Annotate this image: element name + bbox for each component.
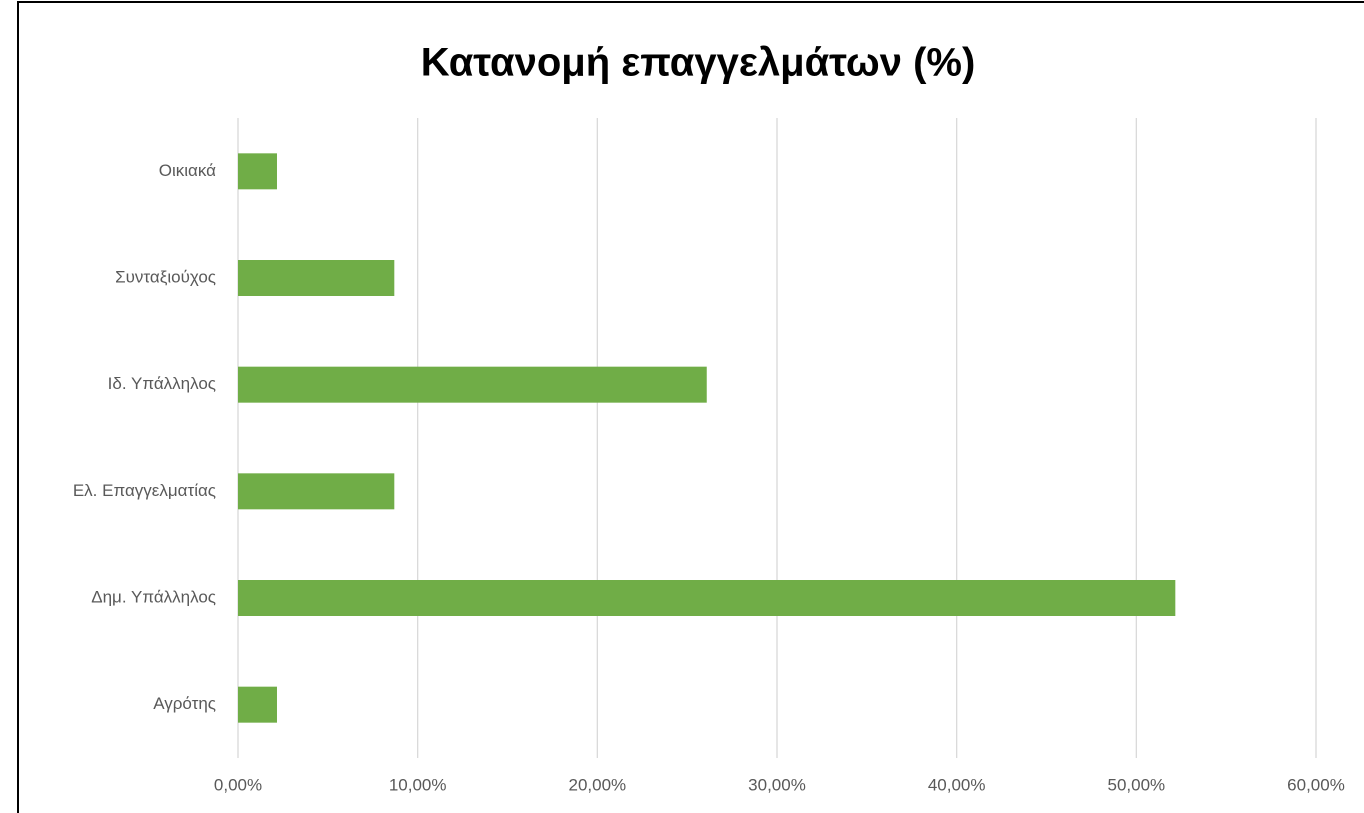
y-tick-label: Αγρότης [153,694,216,713]
bar [238,686,277,723]
bar [238,260,395,296]
x-tick-label: 20,00% [568,775,626,794]
y-tick-label: Συνταξιούχος [115,267,216,286]
x-tick-label: 30,00% [748,775,806,794]
x-tick-label: 50,00% [1107,775,1165,794]
y-tick-label: Ιδ. Υπάλληλος [108,374,216,393]
chart-title: Κατανομή επαγγελμάτων (%) [421,41,976,85]
x-tick-label: 0,00% [214,775,262,794]
chart-frame [17,1,1364,813]
bar [238,580,1176,616]
x-tick-label: 40,00% [928,775,986,794]
x-tick-label: 60,00% [1287,775,1345,794]
bar [238,473,395,510]
bar [238,153,277,190]
x-tick-label: 10,00% [389,775,447,794]
bar [238,366,707,403]
y-tick-label: Δημ. Υπάλληλος [91,587,216,606]
y-tick-label: Οικιακά [159,161,216,180]
y-tick-label: Ελ. Επαγγελματίας [73,481,216,500]
